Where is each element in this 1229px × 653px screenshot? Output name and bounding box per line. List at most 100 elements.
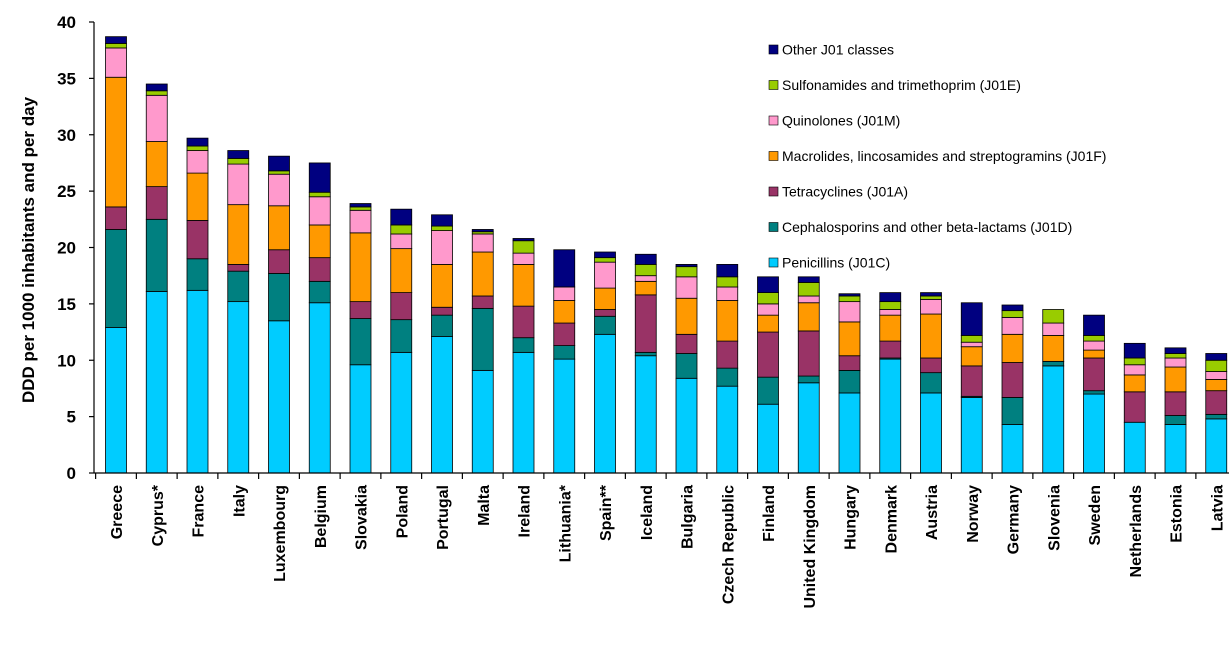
legend-swatch	[768, 80, 779, 90]
bar-segment-poland-s5	[390, 224, 413, 235]
bar-segment-spain-s4	[594, 261, 616, 289]
bar-segment-germany-s3	[1001, 333, 1024, 363]
y-tick-label: 5	[67, 408, 76, 427]
bar-segment-denmark-s3	[879, 314, 902, 342]
bar-segment-czech-republic-s5	[716, 276, 739, 288]
bar-segment-iceland-s6	[634, 253, 657, 265]
bar-segment-hungary-s2	[838, 355, 861, 371]
bar-segment-belgium-s5	[308, 191, 331, 198]
bar-segment-finland-s4	[757, 303, 779, 316]
bar-segment-hungary-s0	[838, 392, 861, 474]
bar-segment-austria-s3	[920, 313, 942, 359]
x-tick-label: Finland	[761, 485, 778, 542]
bar-segment-france-s1	[186, 258, 209, 291]
bar-segment-germany-s2	[1001, 362, 1024, 398]
bar-segment-netherlands-s3	[1123, 374, 1146, 393]
bar-segment-bulgaria-s0	[675, 377, 698, 474]
bar-segment-ireland-s2	[512, 305, 535, 339]
bar-segment-netherlands-s0	[1123, 421, 1146, 474]
bar-segment-greece-s6	[105, 36, 127, 44]
bar-segment-bulgaria-s3	[675, 297, 698, 335]
bar-segment-portugal-s1	[431, 314, 453, 337]
bar-segment-spain-s3	[594, 287, 616, 310]
bar-segment-malta-s3	[471, 251, 494, 297]
x-tick-label: Portugal	[435, 485, 452, 550]
bar-segment-france-s2	[186, 220, 209, 260]
x-tick-label: Bulgaria	[680, 485, 697, 549]
bar-segment-latvia-s3	[1205, 379, 1228, 392]
bar-segment-slovakia-s0	[349, 364, 372, 474]
bar-segment-belgium-s4	[308, 196, 331, 226]
bar-segment-czech-republic-s1	[716, 367, 739, 387]
bar-segment-portugal-s6	[431, 214, 453, 227]
legend-label: Macrolides, lincosamides and streptogram…	[782, 148, 1106, 164]
bar-segment-hungary-s1	[838, 369, 861, 394]
bar-segment-estonia-s6	[1164, 347, 1187, 354]
bar-segment-spain-s1	[594, 315, 616, 335]
bar-segment-latvia-s1	[1205, 413, 1228, 420]
bar-segment-united-kingdom-s3	[797, 302, 820, 332]
bar-segment-iceland-s0	[634, 355, 657, 474]
x-tick-label: Slovakia	[354, 485, 371, 550]
x-tick-label: Norway	[965, 485, 982, 543]
bar-segment-united-kingdom-s1	[797, 375, 820, 384]
bar-segment-bulgaria-s2	[675, 333, 698, 354]
bar-segment-luxembourg-s0	[268, 320, 290, 474]
bar-segment-cyprus-s5	[145, 90, 168, 96]
bar-segment-sweden-s3	[1083, 349, 1105, 359]
y-tick-label: 15	[57, 295, 76, 314]
bar-segment-austria-s2	[920, 357, 942, 374]
bar-segment-sweden-s0	[1083, 393, 1105, 474]
bar-segment-norway-s6	[960, 302, 983, 336]
bar-segment-poland-s1	[390, 319, 413, 353]
bar-segment-norway-s5	[960, 335, 983, 343]
bar-segment-ireland-s0	[512, 351, 535, 474]
bar-segment-slovakia-s2	[349, 301, 372, 319]
bar-segment-estonia-s4	[1164, 357, 1187, 368]
bar-segment-denmark-s0	[879, 358, 902, 474]
bar-segment-malta-s4	[471, 233, 494, 253]
legend-label: Quinolones (J01M)	[782, 113, 900, 129]
legend: Other J01 classes Sulfonamides and trimet…	[768, 42, 1106, 271]
bar-segment-norway-s3	[960, 346, 983, 367]
bar-segment-united-kingdom-s4	[797, 295, 820, 304]
bar-segment-greece-s0	[105, 327, 127, 474]
x-tick-label: Ireland	[517, 485, 534, 537]
bar-segment-germany-s4	[1001, 316, 1024, 335]
bar-segment-sweden-s2	[1083, 357, 1105, 392]
bar-segment-hungary-s5	[838, 295, 861, 303]
bar-segment-poland-s6	[390, 208, 413, 226]
bar-segment-lithuania-s4	[553, 286, 576, 301]
x-tick-label: Malta	[476, 485, 493, 526]
bar-segment-austria-s0	[920, 392, 942, 474]
bar-segment-luxembourg-s1	[268, 273, 290, 322]
bar-segment-germany-s1	[1001, 397, 1024, 425]
bar-segment-luxembourg-s5	[268, 170, 290, 175]
bar-segment-cyprus-s0	[145, 291, 168, 474]
bar-segment-latvia-s5	[1205, 359, 1228, 372]
bar-segment-italy-s1	[227, 270, 250, 303]
bar-segment-ireland-s1	[512, 337, 535, 353]
bar-segment-netherlands-s5	[1123, 357, 1146, 366]
bar-segment-latvia-s2	[1205, 390, 1228, 415]
x-tick-label: Cyprus*	[150, 484, 167, 546]
x-tick-label: Spain**	[598, 484, 615, 541]
bar-segment-bulgaria-s4	[675, 276, 698, 299]
bar-segment-netherlands-s4	[1123, 364, 1146, 376]
bar-segment-cyprus-s1	[145, 218, 168, 292]
bar-segment-latvia-s4	[1205, 371, 1228, 380]
y-tick-label: 20	[57, 239, 76, 258]
bar-segment-austria-s6	[920, 292, 942, 297]
bar-segment-belgium-s6	[308, 162, 331, 193]
bar-segment-slovenia-s5	[1042, 309, 1065, 324]
bar-segment-spain-s0	[594, 333, 616, 474]
bar-segment-ireland-s5	[512, 240, 535, 254]
bar-segment-lithuania-s1	[553, 345, 576, 360]
bar-segment-iceland-s4	[634, 275, 657, 282]
bar-segment-lithuania-s3	[553, 300, 576, 324]
bar-segment-estonia-s1	[1164, 415, 1187, 425]
bar-segment-poland-s4	[390, 233, 413, 250]
bar-segment-france-s0	[186, 289, 209, 474]
bar-segment-malta-s6	[471, 229, 494, 233]
